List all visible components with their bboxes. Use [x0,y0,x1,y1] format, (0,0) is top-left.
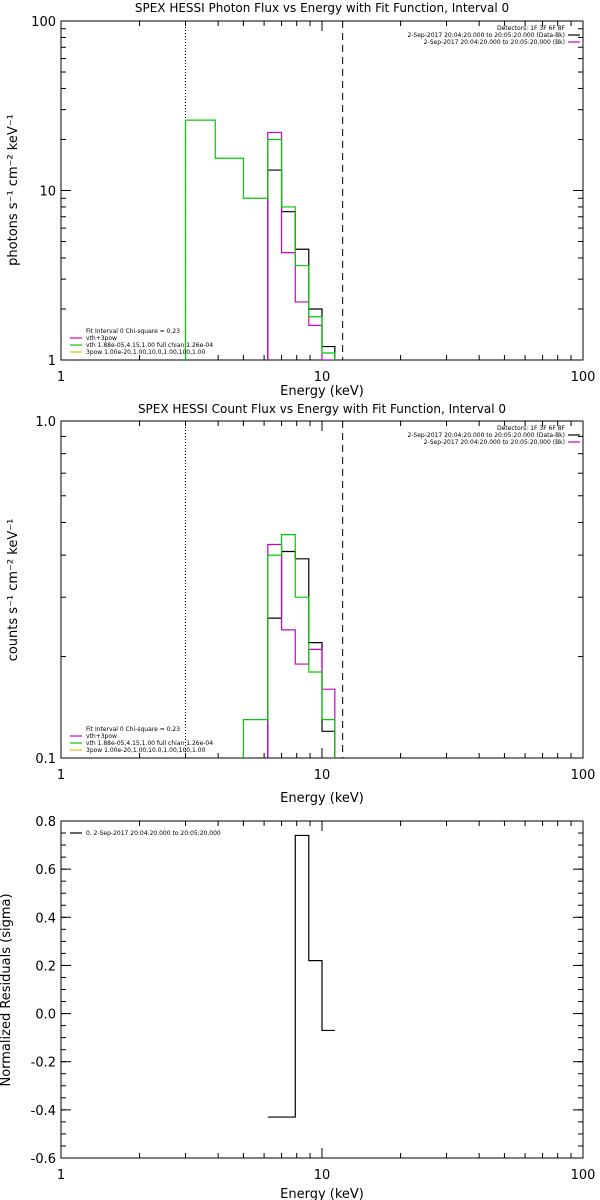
count-legend-entry: 2-Sep-2017 20:04:20.000 to 20:05:20.000 … [424,439,565,446]
residuals-panel: Energy (keV) Normalized Residuals (sigma… [0,815,595,1200]
photon-legend-entry: Fit Interval 0 Chi-square = 0.23 [86,328,180,335]
photon-flux-panel: SPEX HESSI Photon Flux vs Energy with Fi… [6,1,595,399]
photon-y-tick-label: 1 [48,354,56,369]
resid-legend-entry: 0. 2-Sep-2017 20:04:20.000 to 20:05:20.0… [86,830,221,837]
resid-series-0-histogram [267,834,335,1118]
count-x-tick-label: 1 [57,768,65,783]
photon-chart-title: SPEX HESSI Photon Flux vs Energy with Fi… [135,1,509,15]
resid-x-tick-label: 1 [57,1168,65,1183]
resid-y-tick-label: 0.8 [35,815,56,830]
resid-x-tick-label: 100 [571,1168,596,1183]
resid-y-tick-label: 0.4 [35,911,56,926]
count-legend-entry: 2-Sep-2017 20:04:20.000 to 20:05:20.000 … [407,432,565,439]
count-chart-title: SPEX HESSI Count Flux vs Energy with Fit… [138,402,506,416]
count-flux-panel: SPEX HESSI Count Flux vs Energy with Fit… [6,402,595,806]
photon-legend-entry: vth+3pow [86,335,117,342]
photon-x-tick-label: 10 [314,370,331,385]
count-legend-entry: Detectors: 1F 3F 6F 8F [497,425,566,432]
resid-x-tick-label: 10 [314,1168,331,1183]
count-legend-entry: vth 1.88e-05,4.15,1.00 full chian 1.26e-… [86,740,213,747]
resid-y-tick-label: 0.6 [35,863,56,878]
count-legend-entry: vth+3pow [86,733,117,740]
photon-legend-entry: 2-Sep-2017 20:04:20.000 to 20:05:20.000 … [407,32,565,39]
count-legend-entry: Fit Interval 0 Chi-square = 0.23 [86,726,180,733]
photon-legend-entry: 3pow 1.00e-20,1.00,10.0,1.00,100,1.00 [86,349,206,356]
photon-y-axis-label: photons s⁻¹ cm⁻² keV⁻¹ [6,114,21,266]
resid-y-axis-label: Normalized Residuals (sigma) [0,893,14,1086]
photon-legend-entry: vth 1.88e-05,4.15,1.00 full chian 1.26e-… [86,342,213,349]
photon-series-1-histogram [267,131,336,360]
photon-x-tick-label: 100 [571,370,596,385]
count-series-1-histogram [267,543,336,758]
photon-x-tick-label: 1 [57,370,65,385]
photon-series-2-histogram [184,119,336,360]
resid-y-tick-label: 0.2 [35,959,56,974]
count-series-2-histogram [242,534,336,758]
photon-y-tick-label: 100 [31,15,56,30]
photon-y-tick-label: 10 [39,185,56,200]
count-y-axis-label: counts s⁻¹ cm⁻² keV⁻¹ [6,519,21,662]
photon-series-0-histogram [267,169,336,360]
resid-x-axis-label: Energy (keV) [280,1187,364,1200]
photon-legend-entry: 2-Sep-2017 20:04:20.000 to 20:05:20.000 … [424,39,565,46]
count-series-0-histogram [267,550,336,758]
count-x-axis-label: Energy (keV) [280,791,364,806]
count-x-tick-label: 100 [571,768,596,783]
resid-y-tick-label: -0.4 [31,1104,56,1119]
resid-y-tick-label: 0.0 [35,1008,56,1023]
resid-y-tick-label: -0.2 [31,1056,56,1071]
count-y-tick-label: 1.0 [35,415,56,430]
photon-legend-entry: Detectors: 1F 3F 6F 8F [497,25,566,32]
resid-y-tick-label: -0.6 [31,1152,56,1167]
count-y-tick-label: 0.1 [35,752,56,767]
count-x-tick-label: 10 [314,768,331,783]
count-legend-entry: 3pow 1.00e-20,1.00,10.0,1.00,100,1.00 [86,747,206,754]
photon-x-axis-label: Energy (keV) [280,384,364,399]
